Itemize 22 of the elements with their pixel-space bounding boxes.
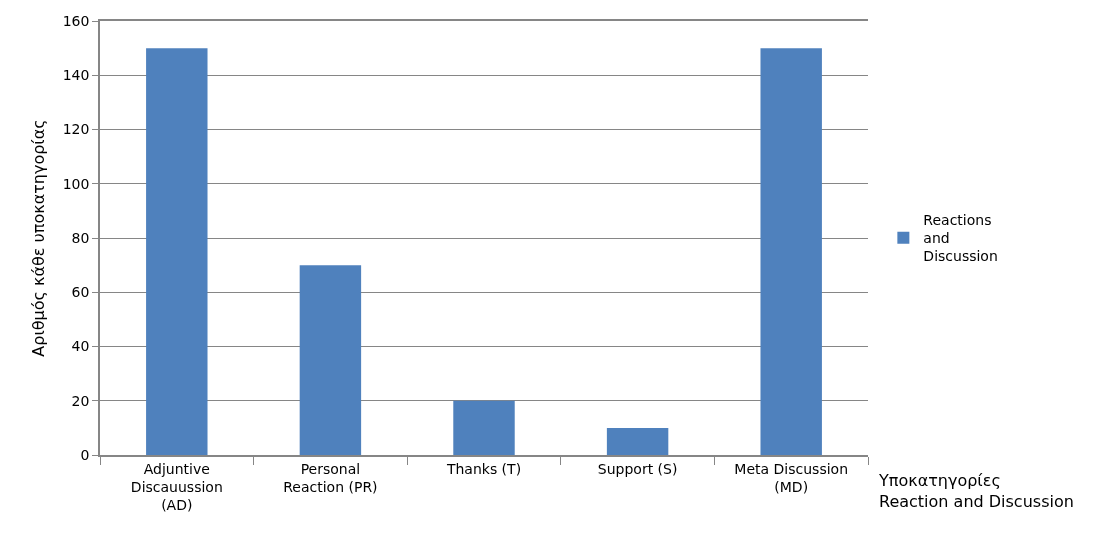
bar xyxy=(606,427,669,455)
bar xyxy=(453,400,515,455)
y-tick-label: 0 xyxy=(80,446,90,463)
legend-label: Reactions and Discussion xyxy=(923,212,998,265)
bar xyxy=(146,48,208,455)
bar xyxy=(299,265,362,455)
y-tick-label: 120 xyxy=(62,121,90,138)
y-tick-label: 80 xyxy=(71,229,90,246)
x-tick-label: Thanks (T) xyxy=(445,460,522,477)
x-tick-label: Meta Discussion (MD) xyxy=(734,460,849,495)
y-tick-label: 20 xyxy=(71,392,90,409)
y-axis-title: Αριθμός κάθε υποκατηγορίας xyxy=(29,119,49,357)
x-tick-label: Support (S) xyxy=(597,460,678,477)
y-tick-label: 60 xyxy=(71,284,90,301)
y-tick-label: 160 xyxy=(62,12,90,29)
x-axis-title: Υποκατηγορίες Reaction and Discussion xyxy=(878,471,1074,511)
x-tick-label: Adjuntive Discauussion (AD) xyxy=(130,460,223,513)
x-tick-label: Personal Reaction (PR) xyxy=(283,460,378,495)
y-tick-label: 100 xyxy=(62,175,90,192)
y-tick-label: 40 xyxy=(71,338,90,355)
y-tick-label: 140 xyxy=(62,67,90,84)
bar xyxy=(760,48,822,455)
